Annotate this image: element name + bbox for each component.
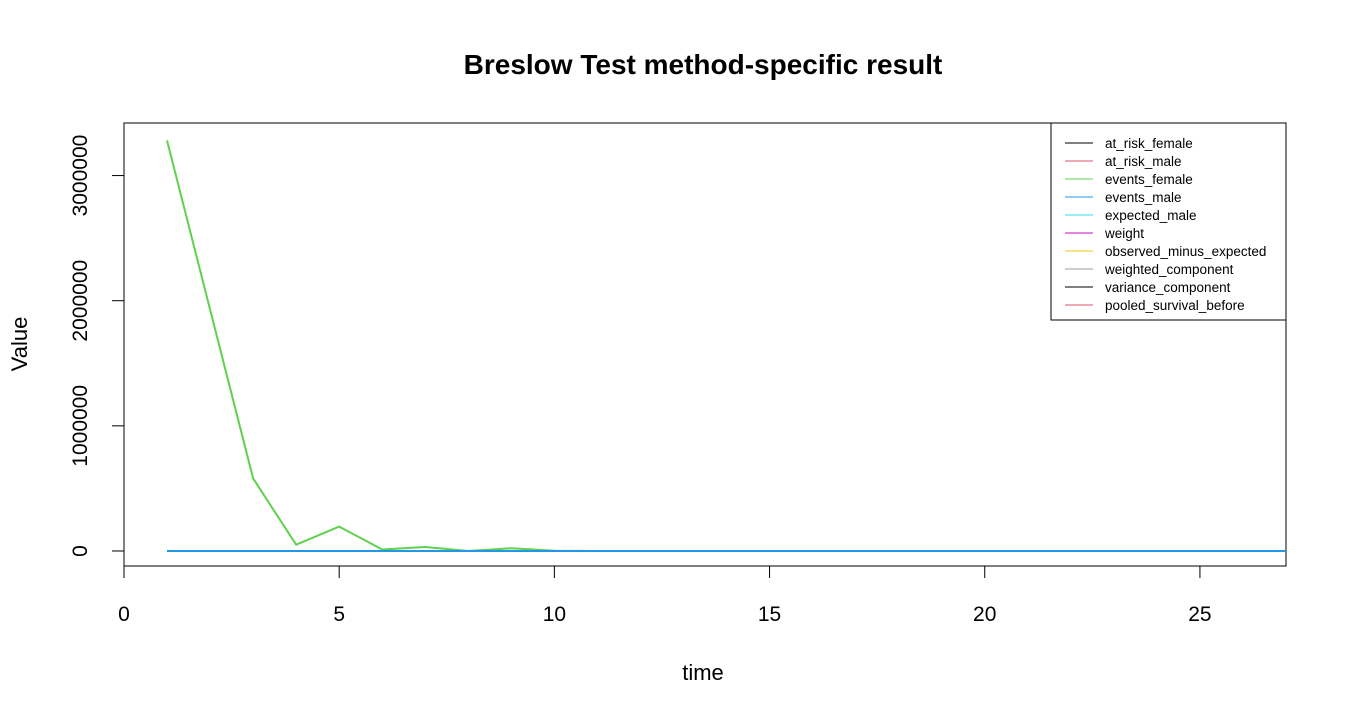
x-tick-label: 10 [543,603,566,626]
series-layer [166,140,1286,552]
x-axis: 0 5 10 15 20 25 [118,565,1212,626]
legend-label: at_risk_male [1105,154,1182,169]
x-tick-label: 15 [758,603,781,626]
y-tick-label: 3000000 [69,135,92,217]
y-tick-label: 0 [69,545,92,557]
legend-label: weight [1104,226,1144,241]
legend-label: variance_component [1105,280,1231,295]
legend-label: at_risk_female [1105,136,1193,151]
legend-label: pooled_survival_before [1105,298,1245,313]
x-tick-label: 20 [973,603,996,626]
legend-label: weighted_component [1104,262,1234,277]
legend: at_risk_female at_risk_male events_femalee… [1050,122,1287,321]
y-axis-label: Value [7,317,32,372]
x-tick-label: 5 [333,603,345,626]
legend-label: events_male [1105,190,1182,205]
y-tick-label: 1000000 [69,385,92,467]
chart-title: Breslow Test method-specific result [464,49,943,80]
x-tick-label: 0 [118,603,130,626]
legend-label: events_female [1105,172,1193,187]
y-axis: 0 1000000 2000000 3000000 [69,135,125,557]
legend-label: expected_male [1105,208,1197,223]
legend-label: observed_minus_expected [1105,244,1266,259]
x-axis-label: time [682,660,724,685]
y-tick-label: 2000000 [69,260,92,342]
x-tick-label: 25 [1188,603,1211,626]
